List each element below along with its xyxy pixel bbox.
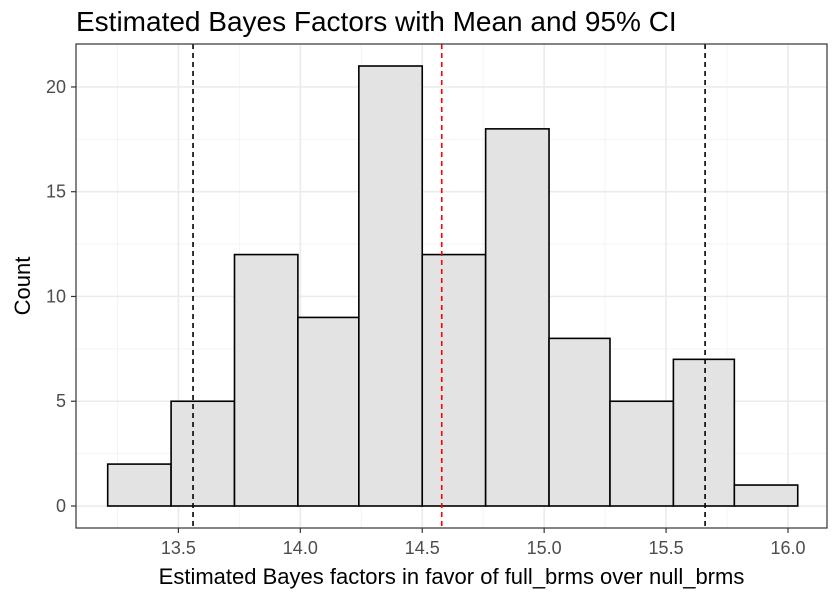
- x-tick-label: 15.0: [527, 538, 562, 558]
- histogram-bar: [609, 400, 675, 507]
- histogram-bar: [672, 358, 736, 507]
- x-tick-label: 16.0: [770, 538, 805, 558]
- histogram-bar: [484, 128, 550, 507]
- chart-title: Estimated Bayes Factors with Mean and 95…: [76, 6, 677, 37]
- y-tick-label: 0: [56, 496, 66, 516]
- y-tick-label: 5: [56, 391, 66, 411]
- y-tick-label: 10: [46, 286, 66, 306]
- histogram-bar: [358, 65, 424, 507]
- panel-border: [75, 43, 828, 529]
- histogram-bar: [106, 463, 172, 507]
- histogram-bar: [421, 253, 487, 507]
- x-tick-label: 14.5: [405, 538, 440, 558]
- y-tick-label: 15: [46, 182, 66, 202]
- x-tick-label: 13.5: [161, 538, 196, 558]
- x-tick-label: 15.5: [649, 538, 684, 558]
- x-axis-label: Estimated Bayes factors in favor of full…: [159, 564, 745, 589]
- histogram-bar: [170, 400, 236, 507]
- histogram-bar: [233, 253, 299, 507]
- histogram-bar: [548, 337, 611, 507]
- histogram-bar: [297, 316, 360, 507]
- x-tick-label: 14.0: [283, 538, 318, 558]
- histogram-bars: [106, 65, 799, 507]
- histogram-bar: [733, 484, 799, 507]
- y-axis: 0 5 10 15 20: [46, 77, 76, 516]
- x-axis: 13.5 14.0 14.5 15.0 15.5 16.0: [161, 528, 806, 558]
- y-axis-label: Count: [10, 257, 35, 316]
- y-tick-label: 20: [46, 77, 66, 97]
